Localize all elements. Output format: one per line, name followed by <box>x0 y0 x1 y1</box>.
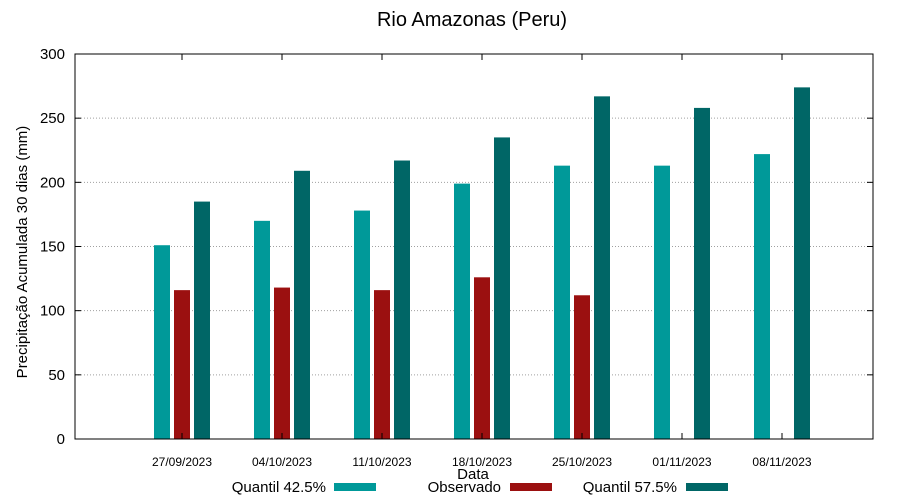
x-tick-label: 25/10/2023 <box>552 455 612 469</box>
y-tick-label: 200 <box>40 174 65 191</box>
bar-observado <box>274 287 290 439</box>
bars <box>154 87 810 440</box>
y-axis-label: Precipitação Acumulada 30 dias (mm) <box>14 126 31 379</box>
bar-quantil-42-5 <box>554 165 570 439</box>
bar-quantil-57-5 <box>194 201 210 439</box>
bar-quantil-42-5 <box>354 210 370 439</box>
bar-observado <box>574 295 590 439</box>
x-axis-label: Data <box>457 466 489 483</box>
chart-title: Rio Amazonas (Peru) <box>377 9 567 31</box>
x-tick-label: 08/11/2023 <box>752 455 811 469</box>
bar-quantil-42-5 <box>454 183 470 439</box>
legend-swatch-observado <box>510 483 552 491</box>
bar-quantil-57-5 <box>594 96 610 439</box>
bar-quantil-57-5 <box>494 137 510 439</box>
x-tick-label: 18/10/2023 <box>452 455 512 469</box>
legend-swatch-quantil-42 <box>334 483 376 491</box>
x-tick-label: 04/10/2023 <box>252 455 312 469</box>
y-tick-label: 100 <box>40 303 65 320</box>
y-tick-label: 50 <box>48 367 65 384</box>
bar-quantil-42-5 <box>154 245 170 439</box>
y-tick-label: 250 <box>40 110 65 127</box>
y-tick-label: 150 <box>40 239 65 256</box>
bar-observado <box>474 277 490 439</box>
legend: Quantil 42.5% Observado Quantil 57.5% <box>232 479 728 496</box>
bar-quantil-57-5 <box>394 160 410 439</box>
legend-label-quantil-57: Quantil 57.5% <box>583 479 677 496</box>
x-tick-label: 01/11/2023 <box>652 455 711 469</box>
bar-quantil-42-5 <box>254 220 270 439</box>
y-tick-label: 300 <box>40 46 65 63</box>
x-tick-label: 11/10/2023 <box>352 455 411 469</box>
y-tick-label: 0 <box>57 431 65 448</box>
bar-quantil-57-5 <box>694 107 710 440</box>
bar-observado <box>174 290 190 439</box>
legend-swatch-quantil-57 <box>686 483 728 491</box>
bar-quantil-57-5 <box>294 170 310 440</box>
legend-label-observado: Observado <box>428 479 501 496</box>
bar-quantil-42-5 <box>754 154 770 439</box>
legend-label-quantil-42: Quantil 42.5% <box>232 479 326 496</box>
bar-observado <box>374 290 390 439</box>
x-tick-label: 27/09/2023 <box>152 455 212 469</box>
bar-quantil-42-5 <box>654 165 670 439</box>
bar-quantil-57-5 <box>794 87 810 439</box>
axes: 0 50 100 150 200 250 300 27/09/2023 04/10/2023 11… <box>40 46 873 469</box>
